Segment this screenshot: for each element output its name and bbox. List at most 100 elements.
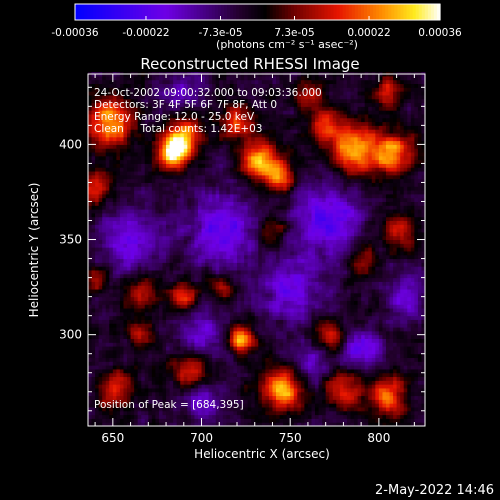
heatmap-cell [212,258,217,263]
heatmap-cell [258,254,263,260]
heatmap-cell [268,330,273,336]
heatmap-cell [318,273,323,279]
heatmap-cell [417,334,422,339]
heatmap-cell [307,395,312,400]
heatmap-cell [279,346,284,351]
heatmap-cell [336,243,341,248]
heatmap-cell [361,330,366,336]
heatmap-cell [393,357,398,362]
heatmap-cell [240,289,245,294]
heatmap-cell [378,285,383,290]
heatmap-cell [258,349,263,355]
heatmap-cell [318,372,323,378]
heatmap-cell [258,273,263,279]
colorbar-segment [379,4,383,20]
heatmap-cell [233,285,238,290]
heatmap-cell [329,342,334,347]
heatmap-cell [283,327,288,332]
heatmap-cell [151,391,156,397]
heatmap-cell [226,315,231,320]
heatmap-cell [318,357,323,362]
colorbar-segment [75,4,79,20]
heatmap-cell [254,311,259,317]
heatmap-cell [183,403,188,408]
heatmap-cell [276,254,281,260]
heatmap-cell [194,365,199,370]
heatmap-cell [144,285,149,290]
heatmap-cell [197,243,203,248]
heatmap-cell [190,403,195,408]
heatmap-cell [187,285,192,290]
heatmap-cell [119,289,124,294]
heatmap-cell [332,361,337,366]
colorbar-segment [123,4,128,20]
heatmap-cell [141,311,146,317]
colorbar-segment [397,4,402,20]
heatmap-cell [144,414,149,419]
heatmap-cell [265,304,270,309]
heatmap-cell [283,418,288,423]
heatmap-cell [400,368,405,374]
heatmap-cell [382,387,387,393]
heatmap-cell [127,243,132,248]
heatmap-cell [123,349,128,355]
heatmap-cell [396,315,401,320]
heatmap-cell [119,330,124,336]
heatmap-cell [311,323,316,328]
heatmap-cell [375,262,380,267]
heatmap-cell [265,342,270,347]
heatmap-cell [229,338,234,343]
colorbar-segment [421,4,426,20]
heatmap-cell [354,357,359,362]
heatmap-cell [162,353,167,359]
heatmap-cell [290,422,295,427]
heatmap-cell [421,414,426,419]
heatmap-cell [300,365,305,370]
heatmap-cell [119,361,124,366]
heatmap-cell [261,258,266,263]
heatmap-cell [389,365,394,370]
heatmap-cell [98,269,103,275]
heatmap-cell [350,304,355,309]
heatmap-cell [254,231,259,237]
heatmap-cell [141,368,146,374]
heatmap-cell [272,330,277,336]
heatmap-cell [336,285,341,290]
heatmap-cell [417,323,422,328]
heatmap-cell [173,349,178,355]
heatmap-cell [98,239,103,244]
heatmap-cell [219,418,224,423]
heatmap-cell [318,285,323,290]
heatmap-cell [268,361,273,366]
heatmap-cell [144,346,149,351]
heatmap-cell [194,384,199,389]
heatmap-cell [102,399,107,404]
heatmap-cell [197,250,203,256]
heatmap-cell [251,273,256,279]
heatmap-cell [389,296,394,301]
heatmap-cell [396,391,401,397]
heatmap-cell [297,365,302,370]
heatmap-cell [329,247,334,252]
heatmap-cell [300,300,305,305]
colorbar-segment [430,4,435,20]
heatmap-cell [229,406,234,412]
heatmap-cell [162,243,167,248]
heatmap-cell [251,395,256,400]
heatmap-cell [389,243,394,248]
heatmap-cell [212,235,217,241]
heatmap-cell [194,289,199,294]
heatmap-cell [251,258,256,263]
heatmap-cell [417,304,422,309]
heatmap-cell [212,422,217,427]
heatmap-cell [240,406,245,412]
colorbar-tick-label: -0.00036 [51,27,99,39]
heatmap-cell [421,330,426,336]
heatmap-cell [336,399,341,404]
heatmap-cell [215,349,220,355]
heatmap-cell [339,269,344,275]
heatmap-cell [148,239,153,244]
heatmap-cell [407,410,412,416]
heatmap-cell [417,418,422,423]
heatmap-cell [183,262,188,267]
